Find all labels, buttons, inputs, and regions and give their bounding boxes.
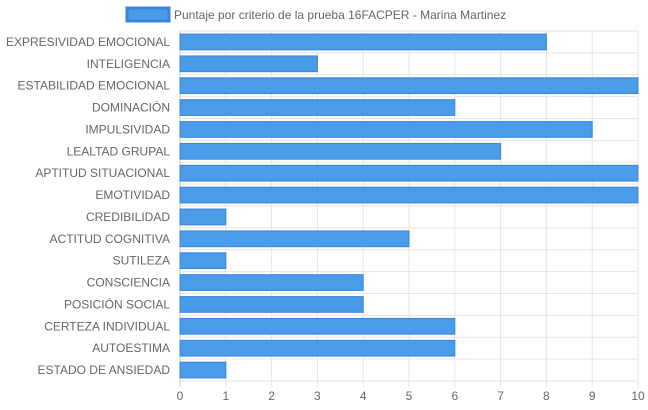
category-label: LEALTAD GRUPAL [67,144,171,158]
category-label: POSICIÓN SOCIAL [64,296,170,311]
category-label: SUTILEZA [113,254,170,268]
bar[interactable] [179,361,227,379]
x-tick-label: 7 [497,389,504,403]
bar[interactable] [179,339,456,357]
x-tick-label: 6 [451,389,458,403]
x-tick-label: 8 [543,389,550,403]
category-label: ESTADO DE ANSIEDAD [38,363,171,377]
x-tick-label: 2 [268,389,275,403]
y-axis-labels: EXPRESIVIDAD EMOCIONAL INTELIGENCIA ESTABI… [6,35,170,377]
legend-swatch[interactable] [125,6,171,23]
bar[interactable] [179,55,318,73]
bar[interactable] [179,186,639,204]
category-label: CREDIBILIDAD [86,210,170,224]
bar[interactable] [179,121,593,138]
bar[interactable] [179,142,502,160]
category-label: CONSCIENCIA [87,276,170,290]
bar[interactable] [179,99,456,116]
category-label: IMPULSIVIDAD [85,122,170,136]
category-label: EXPRESIVIDAD EMOCIONAL [6,35,170,49]
x-tick-label: 1 [222,389,229,403]
category-label: CERTEZA INDIVIDUAL [44,319,170,333]
category-label: ESTABILIDAD EMOCIONAL [18,79,171,93]
category-label: INTELIGENCIA [87,57,170,71]
x-tick-label: 9 [589,389,596,403]
bar[interactable] [179,296,364,313]
legend[interactable]: Puntaje por criterio de la prueba 16FACP… [125,6,506,23]
x-tick-label: 0 [177,389,184,403]
category-label: AUTOESTIMA [92,341,170,355]
bar[interactable] [179,33,547,51]
bar[interactable] [179,274,364,291]
x-tick-label: 10 [631,389,645,403]
bar[interactable] [179,77,639,95]
bars [179,33,639,379]
bar[interactable] [179,164,639,182]
x-tick-label: 4 [360,389,367,403]
bar[interactable] [179,230,410,248]
x-tick-label: 5 [406,389,413,403]
bar[interactable] [179,317,456,335]
category-label: EMOTIVIDAD [95,188,170,202]
legend-label[interactable]: Puntaje por criterio de la prueba 16FACP… [174,8,506,22]
category-label: DOMINACIÓN [92,100,170,115]
category-label: ACTITUD COGNITIVA [50,232,170,246]
category-label: APTITUD SITUACIONAL [35,166,170,180]
x-tick-label: 3 [314,389,321,403]
bar[interactable] [179,252,227,270]
bar[interactable] [179,208,227,226]
x-axis-labels: 0 1 2 3 4 5 6 7 8 9 10 [177,389,645,403]
